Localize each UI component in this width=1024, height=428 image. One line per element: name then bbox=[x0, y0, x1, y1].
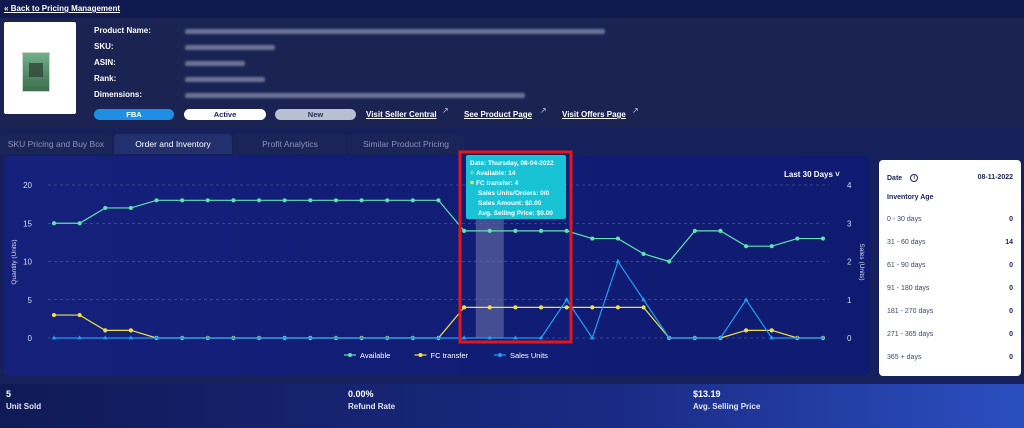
avg-price-value: $13.19 bbox=[693, 389, 721, 399]
age-range-value: 0 bbox=[1009, 285, 1013, 292]
refund-rate-label: Refund Rate bbox=[348, 402, 396, 411]
product-name-label: Product Name: bbox=[94, 26, 151, 35]
age-range-label: 31 - 60 days bbox=[887, 239, 926, 246]
refund-rate-value: 0.00% bbox=[348, 389, 374, 399]
tab-sku-pricing[interactable]: SKU Pricing and Buy Box bbox=[0, 134, 112, 154]
inventory-age-row: 271 - 365 days 0 bbox=[887, 331, 1013, 338]
condition-badge: New bbox=[275, 109, 356, 120]
external-link-icon[interactable]: ↗ bbox=[442, 106, 449, 115]
age-range-label: 91 - 180 days bbox=[887, 285, 930, 292]
avg-price-label: Avg. Selling Price bbox=[693, 402, 761, 411]
age-range-value: 14 bbox=[1005, 239, 1013, 246]
external-link-icon[interactable]: ↗ bbox=[540, 106, 547, 115]
age-range-value: 0 bbox=[1009, 262, 1013, 269]
inventory-age-row: 61 - 90 days 0 bbox=[887, 262, 1013, 269]
seller-central-link[interactable]: Visit Seller Central bbox=[366, 110, 437, 119]
chevron-down-icon: ˅ bbox=[835, 170, 840, 179]
sku-redacted bbox=[185, 45, 275, 50]
date-label: Date i bbox=[887, 174, 919, 182]
inventory-age-panel: Date i 08-11-2022 Inventory Age 0 - 30 d… bbox=[879, 160, 1021, 376]
age-range-value: 0 bbox=[1009, 331, 1013, 338]
top-bar: « Back to Pricing Management bbox=[0, 0, 1024, 18]
info-icon[interactable]: i bbox=[910, 174, 919, 182]
age-range-label: 181 - 270 days bbox=[887, 308, 934, 315]
status-badge: Active bbox=[184, 109, 266, 120]
rank-redacted bbox=[185, 77, 265, 82]
tab-order-inventory[interactable]: Order and Inventory bbox=[114, 134, 232, 154]
product-image bbox=[4, 22, 76, 114]
age-range-value: 0 bbox=[1009, 216, 1013, 223]
inventory-age-title: Inventory Age bbox=[887, 194, 934, 201]
date-value: 08-11-2022 bbox=[977, 174, 1013, 181]
asin-label: ASIN: bbox=[94, 58, 116, 67]
range-select[interactable]: Last 30 Days ˅ bbox=[784, 170, 840, 179]
back-link[interactable]: « Back to Pricing Management bbox=[4, 4, 120, 13]
rank-label: Rank: bbox=[94, 74, 117, 83]
inventory-age-row: 31 - 60 days 14 bbox=[887, 239, 1013, 246]
inventory-age-row: 181 - 270 days 0 bbox=[887, 308, 1013, 315]
tab-profit-analytics[interactable]: Profit Analytics bbox=[234, 134, 346, 154]
units-sold-value: 5 bbox=[6, 389, 12, 399]
range-select-label: Last 30 Days bbox=[784, 170, 833, 179]
product-name-redacted bbox=[185, 29, 605, 34]
fba-badge: FBA bbox=[94, 109, 174, 120]
offers-page-link[interactable]: Visit Offers Page bbox=[562, 110, 626, 119]
age-range-value: 0 bbox=[1009, 308, 1013, 315]
inventory-age-row: 365 + days 0 bbox=[887, 354, 1013, 361]
age-range-label: 0 - 30 days bbox=[887, 216, 922, 223]
dimensions-label: Dimensions: bbox=[94, 90, 143, 99]
dimensions-redacted bbox=[185, 93, 525, 98]
age-range-value: 0 bbox=[1009, 354, 1013, 361]
inventory-age-row: 0 - 30 days 0 bbox=[887, 216, 1013, 223]
age-range-label: 61 - 90 days bbox=[887, 262, 926, 269]
chart-panel bbox=[4, 156, 870, 376]
asin-redacted bbox=[185, 61, 245, 66]
back-link-label: Back to Pricing Management bbox=[10, 4, 121, 13]
age-range-label: 365 + days bbox=[887, 354, 922, 361]
product-page-link[interactable]: See Product Page bbox=[464, 110, 533, 119]
sku-label: SKU: bbox=[94, 42, 114, 51]
units-sold-label: Unit Sold bbox=[6, 402, 42, 411]
tab-bar: SKU Pricing and Buy Box Order and Invent… bbox=[0, 134, 470, 154]
inventory-age-row: 91 - 180 days 0 bbox=[887, 285, 1013, 292]
tab-similar-pricing[interactable]: Similar Product Pricing bbox=[348, 134, 464, 154]
age-range-label: 271 - 365 days bbox=[887, 331, 934, 338]
external-link-icon[interactable]: ↗ bbox=[632, 106, 639, 115]
summary-bar: 5 Unit Sold 0.00% Refund Rate $13.19 Avg… bbox=[0, 384, 1024, 428]
back-chevron-icon: « bbox=[4, 4, 9, 13]
